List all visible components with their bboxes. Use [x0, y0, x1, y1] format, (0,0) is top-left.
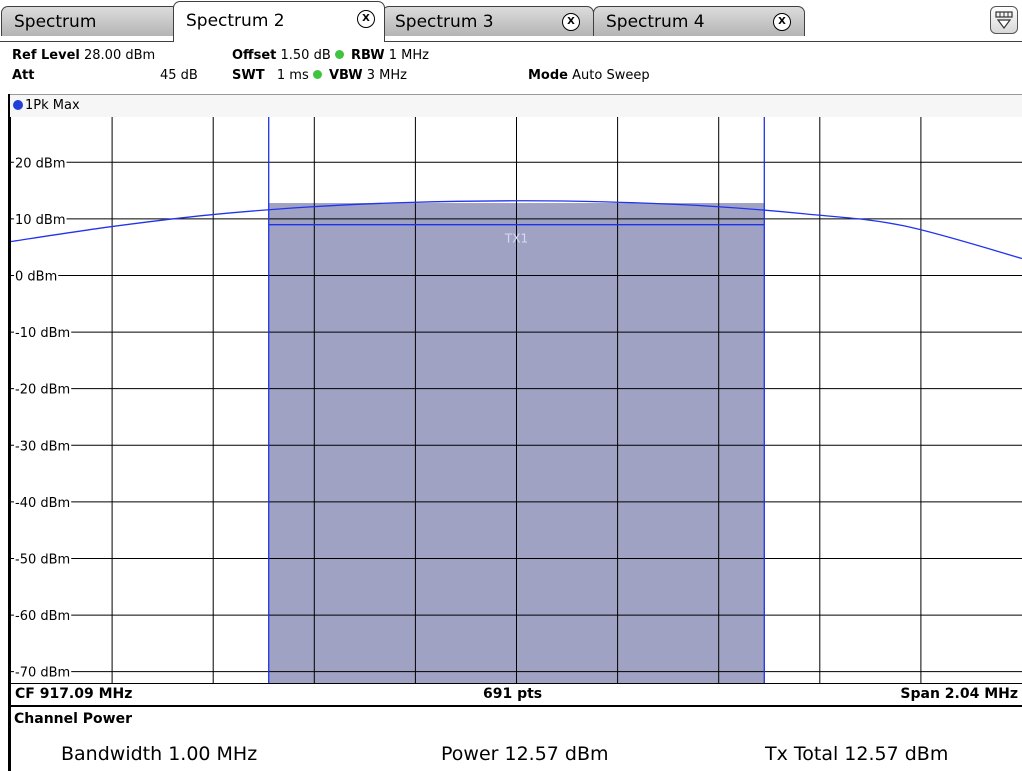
frequency-span: Span 2.04 MHz	[900, 686, 1018, 702]
channel-power-results: Channel Power Bandwidth 1.00 MHz Power 1…	[8, 707, 1022, 771]
channel-label: TX1	[504, 232, 528, 246]
status-led-icon	[334, 50, 344, 59]
att-label: Att	[12, 68, 35, 83]
y-tick-label-bg	[14, 609, 72, 625]
tab-spectrum-2[interactable]: Spectrum 2 X	[173, 1, 385, 42]
trace-info-bar: 1Pk Max	[10, 94, 1022, 117]
y-tick-label-bg	[14, 156, 67, 172]
tab-baseline	[0, 41, 1022, 42]
frequency-axis-info: CF 917.09 MHz 691 pts Span 2.04 MHz	[11, 683, 1022, 707]
vbw-value: 3 MHz	[366, 68, 407, 83]
diagram-left-border	[8, 94, 11, 708]
y-tick-label: -40 dBm	[15, 496, 70, 511]
y-tick-label: -20 dBm	[15, 383, 70, 398]
tab-label: Spectrum 2	[186, 11, 285, 31]
y-tick-label-bg	[14, 212, 67, 228]
window-menu-icon	[995, 11, 1013, 29]
bandwidth-result: Bandwidth 1.00 MHz	[61, 743, 258, 765]
ref-level-row: Ref Level 28.00 dBm	[12, 46, 155, 66]
y-tick-label-bg	[14, 665, 72, 681]
center-frequency: CF 917.09 MHz	[15, 686, 133, 702]
spectrum-plot: 20 dBm 10 dBm 0 dBm -10 dBm -20 dBm -30 dBm -4…	[11, 117, 1022, 683]
sweep-points: 691 pts	[483, 686, 543, 702]
tab-spectrum-3[interactable]: Spectrum 3 X	[382, 6, 594, 36]
att-value: 45 dB	[160, 68, 198, 83]
rbw-label: RBW	[351, 48, 385, 63]
tab-label: Spectrum 3	[395, 12, 494, 32]
mode-row: Mode Auto Sweep	[528, 66, 650, 86]
y-tick-label: 10 dBm	[15, 213, 66, 228]
close-tab-icon[interactable]: X	[562, 13, 580, 31]
tx-total-result: Tx Total 12.57 dBm	[765, 743, 949, 765]
y-tick-label: 0 dBm	[15, 269, 57, 284]
offset-row: Offset 1.50 dB RBW 1 MHz	[232, 46, 429, 66]
tab-label: Spectrum 4	[606, 12, 705, 32]
close-tab-icon[interactable]: X	[357, 10, 375, 28]
trace-label: 1Pk Max	[25, 98, 80, 113]
swt-label: SWT	[232, 68, 265, 83]
status-led-icon	[312, 70, 322, 79]
y-tick-label-bg	[14, 495, 72, 511]
y-tick-label-bg	[14, 552, 72, 568]
y-tick-label-bg	[14, 269, 59, 285]
tab-label: Spectrum	[14, 12, 97, 32]
offset-label: Offset	[232, 48, 277, 63]
y-tick-label-bg	[14, 439, 72, 455]
window-menu-button[interactable]	[990, 6, 1018, 34]
att-value-row: 45 dB	[160, 66, 198, 86]
vbw-label: VBW	[329, 68, 363, 83]
tab-bar: Spectrum Spectrum 2 X Spectrum 3 X Spect…	[0, 0, 1022, 42]
measurement-settings: Ref Level 28.00 dBm Att 45 dB Offset 1.5…	[0, 42, 1022, 94]
ref-level-value: 28.00 dBm	[84, 48, 156, 63]
spectrum-diagram[interactable]: 20 dBm 10 dBm 0 dBm -10 dBm -20 dBm -30 dBm -4…	[11, 117, 1022, 683]
mode-label: Mode	[528, 68, 568, 83]
y-tick-label-bg	[14, 382, 72, 398]
offset-value: 1.50 dB	[280, 48, 331, 63]
trace-1pk-max	[11, 200, 1022, 260]
y-tick-label: -70 dBm	[15, 666, 70, 681]
swt-value: 1 ms	[276, 68, 309, 83]
y-tick-label: -30 dBm	[15, 439, 70, 454]
tab-spectrum-4[interactable]: Spectrum 4 X	[593, 6, 805, 36]
ref-level-label: Ref Level	[12, 48, 80, 63]
close-tab-icon[interactable]: X	[773, 13, 791, 31]
y-tick-label: -60 dBm	[15, 609, 70, 624]
mode-value: Auto Sweep	[572, 68, 650, 83]
result-title: Channel Power	[14, 711, 133, 727]
y-tick-label-bg	[14, 326, 72, 342]
power-result: Power 12.57 dBm	[441, 743, 609, 765]
tab-spectrum[interactable]: Spectrum	[1, 6, 179, 36]
y-tick-label: 20 dBm	[15, 156, 66, 171]
rbw-value: 1 MHz	[388, 48, 429, 63]
swt-row: SWT 1 ms VBW 3 MHz	[232, 66, 407, 86]
y-tick-label: -50 dBm	[15, 552, 70, 567]
y-tick-label: -10 dBm	[15, 326, 70, 341]
att-label-row: Att	[12, 66, 35, 86]
trace-color-icon	[13, 100, 23, 110]
